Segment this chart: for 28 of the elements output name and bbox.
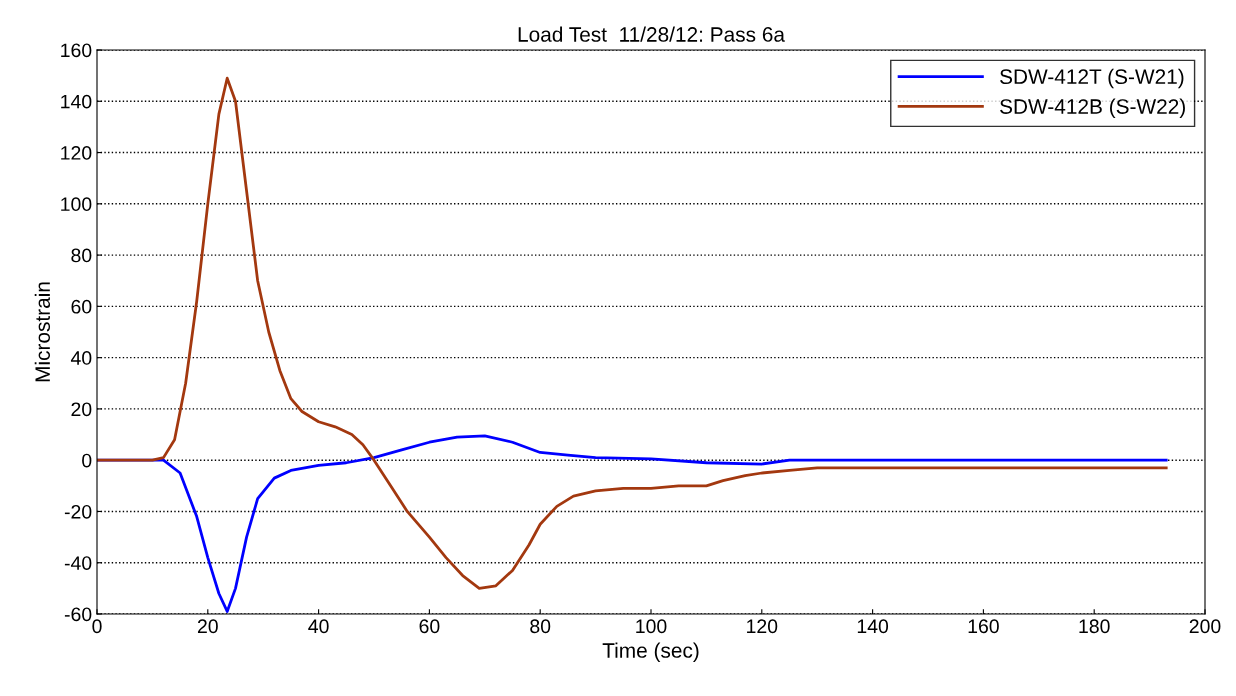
y-tick-label: 60 (71, 299, 92, 314)
x-tick-label: 0 (92, 619, 102, 634)
y-tick-label: 120 (61, 146, 92, 160)
y-tick-label: 80 (71, 248, 92, 263)
x-tick-label: 60 (419, 619, 440, 634)
x-tick-label: 140 (857, 619, 889, 634)
y-tick-label: 20 (71, 402, 92, 417)
y-tick-label: 0 (82, 453, 92, 468)
y-tick-label: 140 (61, 94, 92, 109)
x-tick-label: 100 (636, 619, 667, 634)
x-tick-label: 200 (1189, 619, 1221, 634)
x-tick-label: 180 (1079, 619, 1110, 634)
x-tick-label: 40 (308, 619, 329, 634)
legend-label: SDW-412T (S-W21) (1000, 68, 1184, 89)
y-tick-label: -40 (64, 556, 92, 570)
x-axis-title: Time (sec) (602, 642, 699, 662)
y-tick-label: -60 (64, 607, 92, 622)
chart-title: Load Test 11/28/12: Pass 6a (518, 26, 785, 42)
y-axis-title: Microstrain (34, 282, 51, 382)
y-tick-label: -20 (64, 504, 92, 519)
x-tick-label: 80 (530, 619, 551, 634)
y-tick-label: 100 (61, 197, 92, 212)
x-tick-label: 20 (197, 619, 218, 634)
x-tick-label: 120 (747, 619, 778, 634)
y-tick-label: 40 (70, 351, 92, 365)
y-tick-label: 160 (61, 43, 92, 58)
legend-label: SDW-412B (S-W22) (1000, 98, 1185, 118)
x-tick-label: 160 (968, 619, 999, 634)
